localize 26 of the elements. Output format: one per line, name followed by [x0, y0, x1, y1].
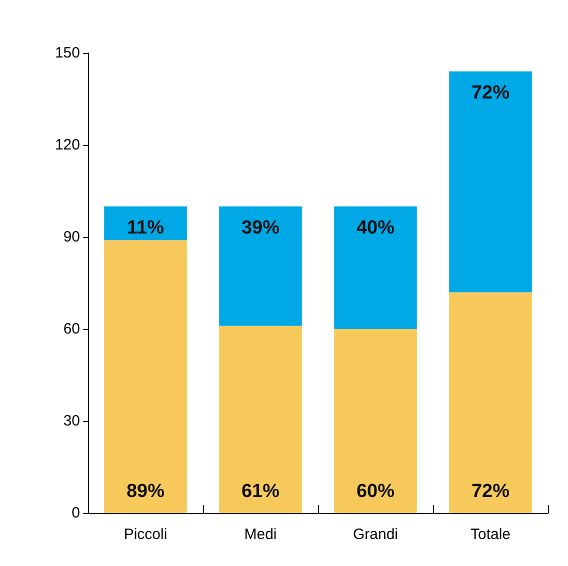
bar — [334, 206, 417, 329]
bar — [449, 71, 532, 292]
data-label: 89% — [126, 481, 165, 502]
y-tick-label: 30 — [63, 412, 80, 430]
data-label: 72% — [471, 481, 510, 502]
bar — [219, 326, 302, 513]
data-label: 61% — [241, 481, 280, 502]
bar — [449, 292, 532, 513]
data-label: 40% — [356, 217, 395, 238]
bar — [219, 206, 302, 326]
y-tick-label: 60 — [63, 320, 80, 338]
x-tick-label: Totale — [470, 526, 511, 543]
bar — [104, 206, 187, 240]
y-tick-label: 150 — [54, 44, 80, 62]
bar — [334, 329, 417, 513]
data-label: 60% — [356, 481, 395, 502]
data-label: 72% — [471, 82, 510, 104]
y-tick-label: 0 — [72, 504, 80, 522]
y-tick-label: 120 — [54, 136, 80, 154]
x-tick-label: Piccoli — [124, 526, 168, 543]
y-tick-label: 90 — [63, 228, 80, 246]
bar — [104, 240, 187, 513]
x-tick-label: Medi — [244, 526, 277, 543]
x-tick-label: Grandi — [352, 526, 398, 543]
data-label: 39% — [241, 217, 280, 238]
data-label: 11% — [127, 217, 164, 238]
